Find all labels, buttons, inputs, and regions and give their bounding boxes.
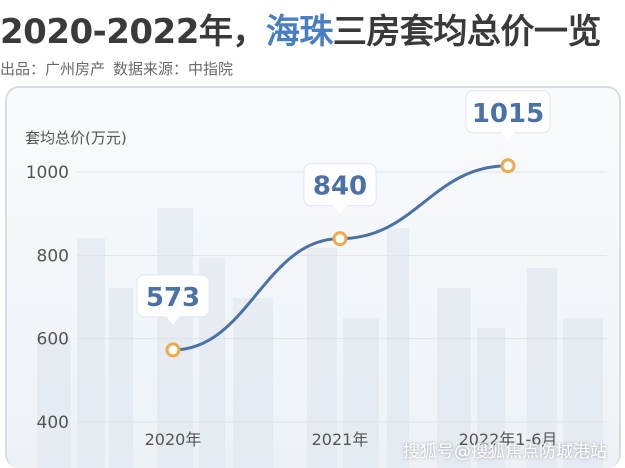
- label-pointer: [333, 204, 347, 214]
- title-highlight: 海珠: [265, 12, 334, 52]
- data-label-value: 840: [313, 172, 367, 202]
- data-point: [165, 342, 181, 358]
- data-label-callout: 840: [303, 163, 377, 214]
- x-axis-ticks: 2020年 2021年 2022年1-6月: [145, 430, 558, 449]
- data-label-callout: 573: [136, 274, 210, 325]
- data-label-callout: 1015: [465, 90, 551, 141]
- x-tick-label: 2020年: [145, 430, 202, 449]
- y-axis-label: 套均总价(万元): [25, 129, 127, 147]
- label-pointer: [166, 315, 180, 325]
- skyline-background: [37, 208, 603, 468]
- data-point: [500, 158, 516, 174]
- data-point: [332, 231, 348, 247]
- y-tick-label: 600: [37, 330, 69, 350]
- series-markers: [165, 158, 516, 358]
- chart-card: 400 600 800 1000 套均总价(万元) 2020年 2021年 2022年1-…: [5, 86, 621, 468]
- label-pointer: [501, 131, 515, 141]
- y-axis-ticks: 400 600 800 1000: [26, 163, 69, 433]
- data-label-value: 1015: [472, 99, 544, 129]
- y-tick-label: 800: [37, 246, 69, 266]
- y-tick-label: 400: [37, 413, 69, 433]
- title-suffix: 三房套均总价一览: [332, 12, 602, 52]
- source-data: 数据来源：中指院: [113, 60, 234, 78]
- data-labels: 573 840 1015: [136, 90, 551, 325]
- source-line: 出品：广州房产 数据来源：中指院: [0, 58, 233, 79]
- page-title: 2020-2022年，海珠三房套均总价一览: [0, 8, 601, 56]
- chart-plot: 400 600 800 1000 套均总价(万元) 2020年 2021年 2022年1-…: [25, 90, 607, 468]
- x-tick-label: 2021年: [312, 430, 369, 449]
- y-tick-label: 1000: [26, 163, 69, 183]
- title-prefix: 2020-2022年，: [0, 12, 266, 52]
- x-tick-label: 2022年1-6月: [459, 430, 558, 449]
- source-publisher: 出品：广州房产: [0, 60, 106, 78]
- data-label-value: 573: [146, 283, 200, 313]
- watermark: 搜狐号@搜狐焦点防城港站: [403, 442, 607, 462]
